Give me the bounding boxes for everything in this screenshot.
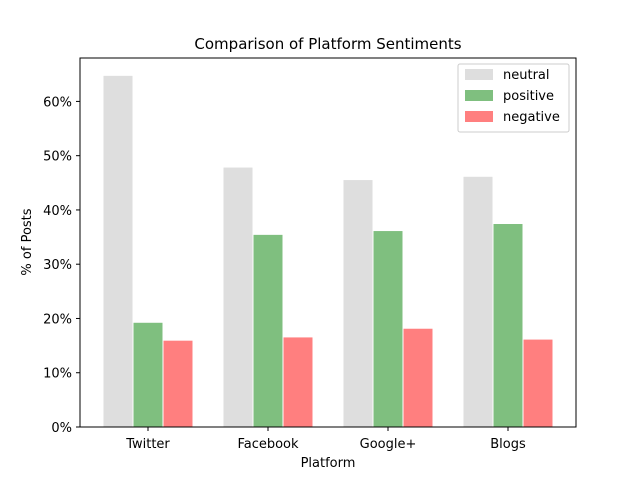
bar-negative-google xyxy=(402,327,434,428)
chart-title: Comparison of Platform Sentiments xyxy=(194,35,461,53)
legend-label-neutral: neutral xyxy=(503,68,550,83)
bar-negative-facebook xyxy=(282,336,314,428)
bar-neutral-blogs xyxy=(462,175,494,428)
y-tick-label: 20% xyxy=(43,312,72,327)
legend-swatch-positive xyxy=(465,90,493,101)
legend-swatch-negative xyxy=(465,111,493,122)
bar-neutral-google xyxy=(342,179,374,428)
x-tick-label: Google+ xyxy=(360,437,417,452)
x-tick-label: Facebook xyxy=(237,437,299,452)
legend: neutral positive negative xyxy=(457,63,570,133)
bar-neutral-twitter xyxy=(102,74,134,428)
bar-neutral-facebook xyxy=(222,166,254,428)
y-axis-ticks: 0% 10% 20% 30% 40% 50% 60% xyxy=(43,95,80,436)
x-tick-label: Twitter xyxy=(125,437,170,452)
bar-positive-facebook xyxy=(252,233,284,428)
bars-group xyxy=(102,74,554,428)
y-tick-label: 40% xyxy=(43,204,72,219)
legend-swatch-neutral xyxy=(465,69,493,80)
plot-frame xyxy=(79,57,577,428)
bar-positive-twitter xyxy=(132,321,164,428)
x-axis-label: Platform xyxy=(301,456,356,471)
legend-label-positive: positive xyxy=(503,89,554,104)
x-axis-ticks: Twitter Facebook Google+ Blogs xyxy=(125,427,526,452)
y-tick-label: 50% xyxy=(43,150,72,165)
bar-positive-google xyxy=(372,230,404,428)
bar-positive-blogs xyxy=(492,223,524,428)
y-tick-label: 30% xyxy=(43,258,72,273)
bar-negative-blogs xyxy=(522,338,554,428)
y-tick-label: 0% xyxy=(51,421,72,436)
bar-negative-twitter xyxy=(162,339,194,428)
y-tick-label: 10% xyxy=(43,367,72,382)
y-tick-label: 60% xyxy=(43,95,72,110)
legend-label-negative: negative xyxy=(503,110,560,125)
y-axis-label: % of Posts xyxy=(20,208,35,275)
x-tick-label: Blogs xyxy=(490,437,526,452)
